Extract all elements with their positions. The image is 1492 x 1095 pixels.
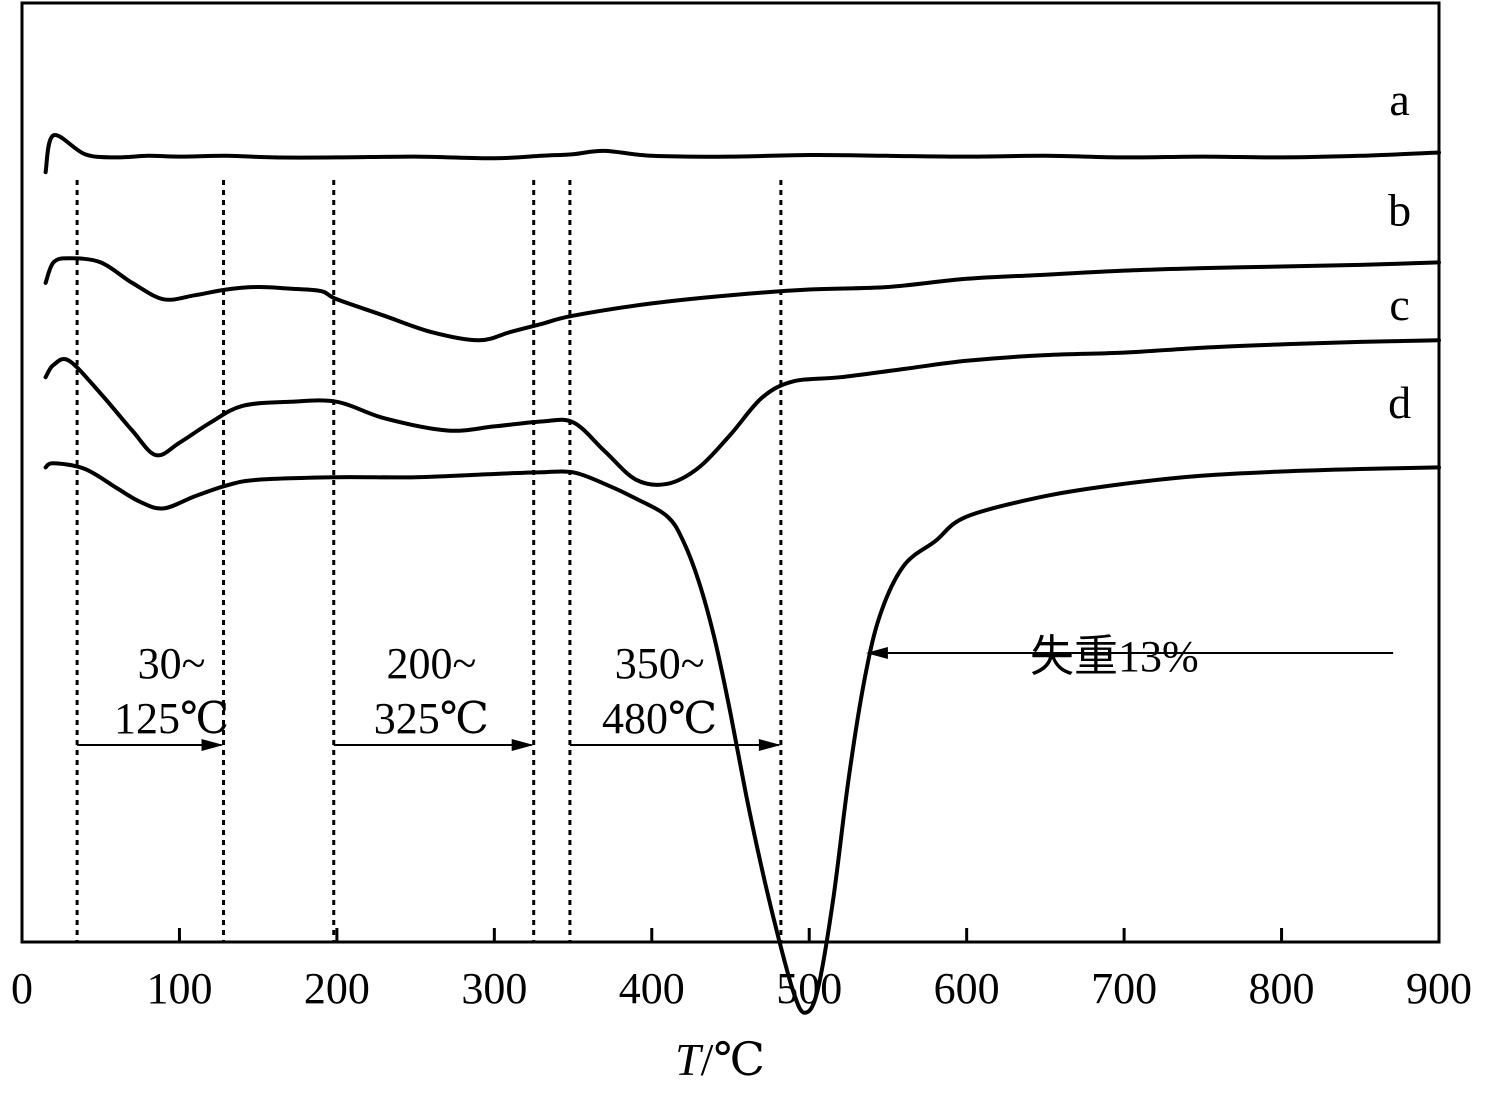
x-tick-label-0: 0 (11, 964, 33, 1013)
series-label-a: a (1389, 74, 1409, 125)
annotation-arrow-head-0 (865, 647, 888, 659)
series-label-c: c (1389, 279, 1409, 330)
x-tick-label-200: 200 (304, 964, 370, 1013)
series-label-b: b (1388, 185, 1411, 236)
x-axis-ticks: 0 100 200 300 400 500 600 700 800 900 (11, 928, 1472, 1013)
range-arrows: 30~ 125℃ 200~ 325℃ 350~ 480℃ (77, 639, 781, 751)
curve-d (43, 461, 1441, 1015)
range-label-end-0: 125℃ (114, 694, 229, 743)
range-label-start-2: 350~ (615, 639, 705, 688)
x-axis-title-var: T (675, 1034, 704, 1085)
x-tick-label-100: 100 (146, 964, 212, 1013)
x-tick-label-700: 700 (1091, 964, 1157, 1013)
annotations: 失重13% (865, 632, 1394, 681)
range-label-start-0: 30~ (138, 639, 206, 688)
annotation-label-0: 失重13% (1030, 632, 1199, 681)
range-arrow-head-2 (758, 739, 781, 751)
x-tick-label-600: 600 (934, 964, 1000, 1013)
series-labels: a bcd (1388, 74, 1411, 428)
curve-b (43, 256, 1441, 343)
range-label-end-1: 325℃ (374, 694, 489, 743)
plot-frame (20, 1, 1441, 944)
dotted-lines (75, 180, 783, 942)
range-arrow-head-0 (201, 739, 224, 751)
x-tick-label-300: 300 (461, 964, 527, 1013)
x-tick-label-400: 400 (619, 964, 685, 1013)
x-axis-title-unit: /℃ (701, 1034, 765, 1085)
x-axis-title: T/℃ (675, 1034, 765, 1085)
x-tick-label-800: 800 (1249, 964, 1315, 1013)
range-arrow-head-1 (511, 739, 534, 751)
curve-c (43, 338, 1441, 487)
x-tick-label-900: 900 (1406, 964, 1472, 1013)
curve-a (43, 133, 1441, 175)
range-label-end-2: 480℃ (602, 694, 717, 743)
range-label-start-1: 200~ (386, 639, 476, 688)
curves (43, 133, 1441, 1015)
x-tick-label-500: 500 (776, 964, 842, 1013)
series-label-d: d (1388, 377, 1411, 428)
